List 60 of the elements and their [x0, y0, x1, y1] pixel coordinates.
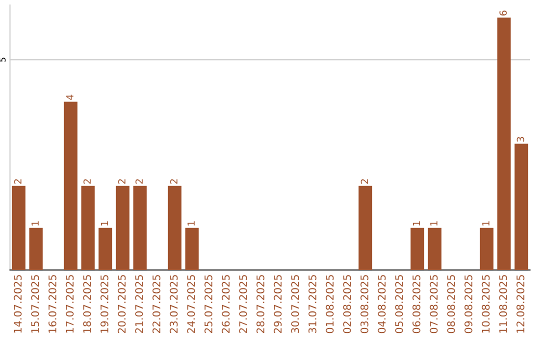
x-tick-label: 31.07.2025	[308, 275, 316, 334]
x-tick-label: 18.07.2025	[83, 275, 92, 333]
data-label: 2	[360, 179, 368, 184]
bar	[514, 144, 528, 270]
x-tick-label: 09.08.2025	[464, 275, 472, 334]
x-tick-label: 02.08.2025	[343, 275, 352, 334]
x-tick-label: 29.07.2025	[274, 275, 282, 334]
bar	[185, 228, 199, 270]
bar	[133, 186, 147, 270]
x-tick-label: 12.08.2025	[516, 275, 524, 333]
x-tick-label: 01.08.2025	[326, 275, 334, 334]
x-tick-label: 30.07.2025	[291, 275, 300, 334]
data-label: 1	[412, 221, 420, 226]
x-tick-label: 07.08.2025	[430, 275, 438, 334]
data-label: 2	[14, 179, 22, 184]
bar	[12, 186, 26, 270]
x-tick-label: 22.07.2025	[152, 275, 160, 334]
data-label: 2	[170, 179, 178, 184]
x-tick-label: 25.07.2025	[204, 275, 212, 334]
x-tick-label: 10.08.2025	[482, 275, 490, 333]
x-tick-label: 11.08.2025	[499, 275, 508, 333]
x-tick-label: 15.07.2025	[31, 275, 40, 333]
x-tick-label: 06.08.2025	[412, 275, 420, 334]
bar	[168, 186, 182, 270]
x-tick-label: 14.07.2025	[14, 275, 22, 333]
data-label: 1	[32, 221, 39, 226]
x-tick-label: 03.08.2025	[360, 275, 368, 334]
bar	[480, 228, 494, 270]
data-label: 1	[430, 221, 438, 226]
x-tick-label: 23.07.2025	[170, 275, 178, 334]
bar	[81, 186, 95, 270]
x-tick-label: 17.07.2025	[66, 275, 74, 333]
bar	[497, 18, 511, 270]
data-label: 3	[516, 137, 524, 142]
data-label: 1	[188, 221, 195, 226]
x-tick-label: 27.07.2025	[239, 275, 248, 334]
data-label: 6	[499, 10, 507, 16]
bar	[116, 186, 130, 270]
x-tick-label: 28.07.2025	[256, 275, 264, 334]
x-tick-label: 20.07.2025	[118, 275, 126, 334]
x-tick-label: 04.08.2025	[378, 275, 386, 334]
data-label: 4	[66, 94, 74, 100]
x-tick-label: 16.07.2025	[48, 275, 56, 333]
bar	[410, 228, 424, 270]
x-tick-label: 24.07.2025	[187, 275, 196, 334]
data-label: 2	[83, 179, 91, 184]
data-label: 1	[100, 221, 108, 226]
x-tick-label: 26.07.2025	[222, 275, 230, 334]
data-label: 1	[482, 221, 490, 226]
bar	[29, 228, 43, 270]
x-tick-label: 05.08.2025	[395, 275, 404, 334]
x-tick-label: 21.07.2025	[135, 275, 144, 334]
x-tick-label: 19.07.2025	[100, 275, 108, 333]
x-tick-label: 08.08.2025	[447, 275, 456, 334]
bar	[64, 102, 78, 270]
data-label: 2	[135, 179, 143, 184]
bar	[358, 186, 372, 270]
bar	[428, 228, 442, 270]
data-label: 2	[118, 179, 126, 184]
bar	[98, 228, 112, 270]
